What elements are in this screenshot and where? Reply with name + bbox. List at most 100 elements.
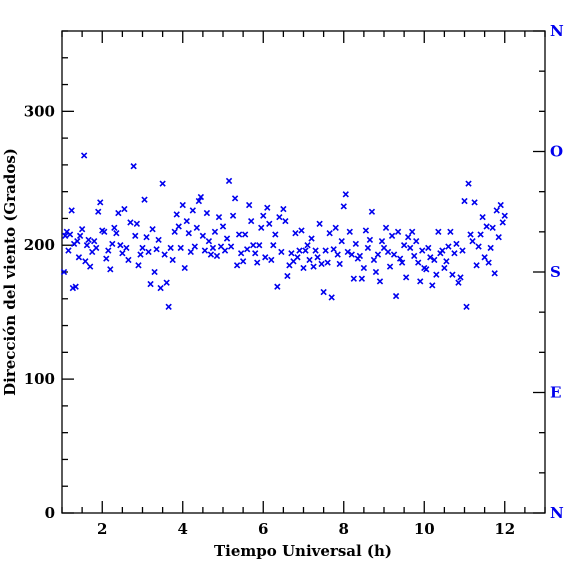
data-point — [159, 180, 166, 187]
y-tick-label: 0 — [45, 504, 55, 522]
data-point — [139, 244, 146, 252]
data-point — [429, 282, 436, 289]
data-point — [157, 284, 164, 292]
data-point — [433, 271, 440, 278]
data-point — [83, 242, 91, 249]
data-point — [163, 279, 170, 286]
compass-label: E — [550, 384, 561, 402]
data-point — [237, 250, 245, 257]
data-point — [262, 254, 269, 261]
data-point — [113, 230, 120, 237]
data-point — [187, 248, 194, 256]
data-point — [427, 254, 434, 261]
data-point — [449, 271, 456, 278]
data-point — [272, 231, 279, 238]
data-point — [344, 248, 351, 256]
data-point — [360, 264, 368, 272]
data-point — [175, 223, 182, 230]
data-point — [137, 251, 144, 258]
data-point — [181, 264, 188, 272]
y-tick-label: 200 — [24, 236, 55, 254]
data-point — [342, 191, 349, 198]
data-point — [296, 247, 303, 254]
data-point — [499, 219, 506, 226]
data-point — [322, 247, 329, 254]
data-point — [352, 240, 359, 248]
data-point — [477, 231, 484, 238]
data-point — [495, 234, 502, 241]
data-point — [173, 211, 180, 218]
data-point — [270, 242, 277, 249]
data-point — [308, 235, 315, 242]
data-point — [245, 201, 253, 209]
data-point — [167, 244, 174, 252]
data-point — [66, 231, 74, 238]
data-point — [392, 292, 400, 300]
data-point — [376, 278, 384, 285]
data-point — [78, 225, 86, 233]
data-point — [123, 244, 130, 252]
data-point — [165, 303, 172, 310]
data-point — [179, 201, 186, 209]
data-point — [459, 247, 466, 254]
data-point — [91, 238, 98, 245]
data-point — [189, 207, 196, 214]
y-tick-label: 300 — [24, 102, 55, 120]
data-point — [332, 224, 339, 231]
data-point — [111, 224, 118, 231]
data-point — [141, 196, 148, 203]
data-point — [274, 283, 281, 290]
data-point — [316, 220, 323, 227]
data-point — [463, 303, 470, 310]
data-point — [80, 152, 88, 159]
y-axis-label: Dirección del viento (Grados) — [1, 148, 19, 396]
data-point — [443, 258, 450, 265]
data-point — [191, 243, 198, 250]
data-point — [85, 236, 92, 244]
data-point — [475, 243, 482, 250]
data-point — [75, 254, 83, 261]
data-point — [65, 247, 72, 254]
x-tick-label: 8 — [339, 520, 349, 538]
data-point — [312, 247, 319, 254]
data-point — [501, 212, 508, 219]
data-point — [239, 258, 247, 265]
data-point — [364, 244, 372, 252]
data-point — [268, 256, 275, 264]
data-point — [254, 259, 261, 266]
data-point — [294, 254, 301, 261]
x-tick-label: 12 — [494, 520, 515, 538]
data-point — [266, 220, 273, 227]
data-point — [125, 256, 132, 264]
data-point — [386, 263, 394, 270]
data-point — [62, 232, 69, 240]
plot-area — [61, 30, 546, 514]
data-point — [447, 228, 454, 235]
data-point — [127, 219, 134, 226]
data-point — [149, 225, 156, 233]
data-point — [413, 238, 420, 245]
data-point — [402, 274, 410, 281]
data-point — [497, 201, 504, 209]
data-point — [143, 234, 150, 241]
compass-label: N — [550, 504, 564, 522]
data-point — [101, 228, 108, 235]
data-point — [451, 250, 458, 257]
data-point — [229, 212, 237, 219]
data-point — [68, 207, 75, 214]
data-point — [248, 217, 255, 225]
data-point — [155, 236, 162, 244]
data-point — [185, 230, 192, 237]
data-point — [338, 238, 345, 245]
data-point — [169, 256, 176, 264]
data-point — [453, 240, 460, 248]
data-point — [177, 244, 184, 252]
data-point — [256, 242, 263, 249]
data-point — [396, 255, 404, 262]
data-points — [60, 152, 508, 310]
data-point — [406, 244, 414, 252]
data-point — [195, 197, 203, 205]
data-point — [388, 232, 396, 240]
data-point — [171, 228, 178, 235]
